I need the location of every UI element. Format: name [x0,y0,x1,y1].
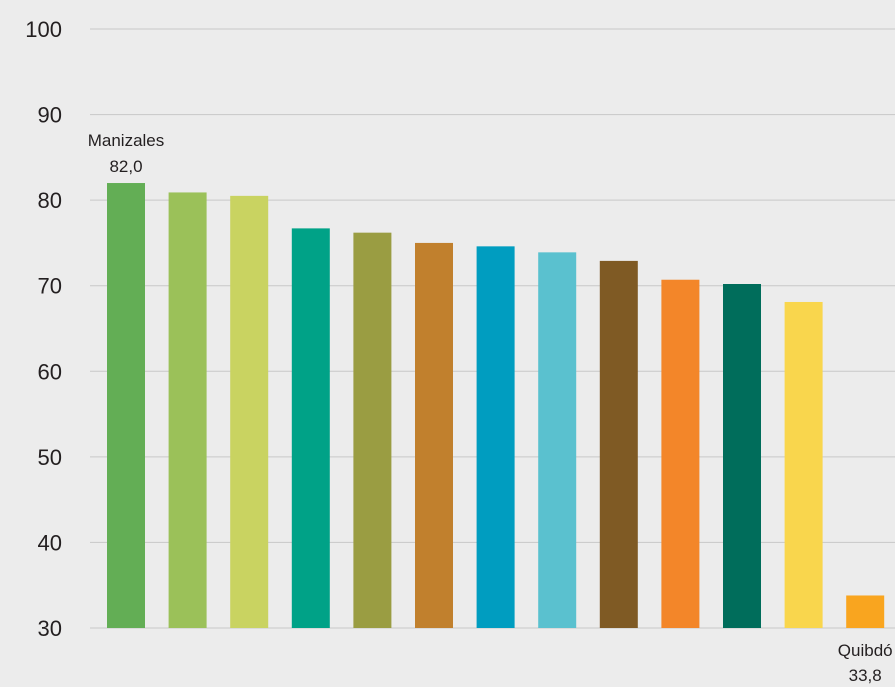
data-label: 33,8 [849,666,882,685]
bar-4 [291,228,330,629]
bar-8 [538,252,577,628]
bar-10 [661,279,700,628]
y-tick-label: 80 [38,188,62,213]
bar-1 [107,183,145,628]
bar-11 [723,284,761,628]
y-tick-label: 60 [38,359,62,384]
y-tick-label: 40 [38,530,62,555]
annotation-name: Manizales [88,131,165,150]
y-tick-label: 90 [38,103,62,128]
bar-13 [846,595,885,628]
y-tick-label: 30 [38,616,62,641]
y-axis-tick-labels: 30 40 50 60 70 80 90 100 [25,17,62,641]
bar-12 [784,301,823,628]
bar-6 [415,242,453,628]
annotations: Manizales 82,0 Quibdó 33,8 [88,131,893,685]
data-label: 82,0 [109,157,142,176]
y-tick-label: 100 [25,17,62,42]
bars [107,183,885,629]
bar-7 [476,246,515,628]
bar-2 [168,192,207,629]
bar-3 [230,195,269,628]
y-tick-label: 70 [38,274,62,299]
bar-5 [353,232,392,628]
bar-9 [599,260,638,628]
y-tick-label: 50 [38,445,62,470]
annotation-name: Quibdó [838,641,893,660]
